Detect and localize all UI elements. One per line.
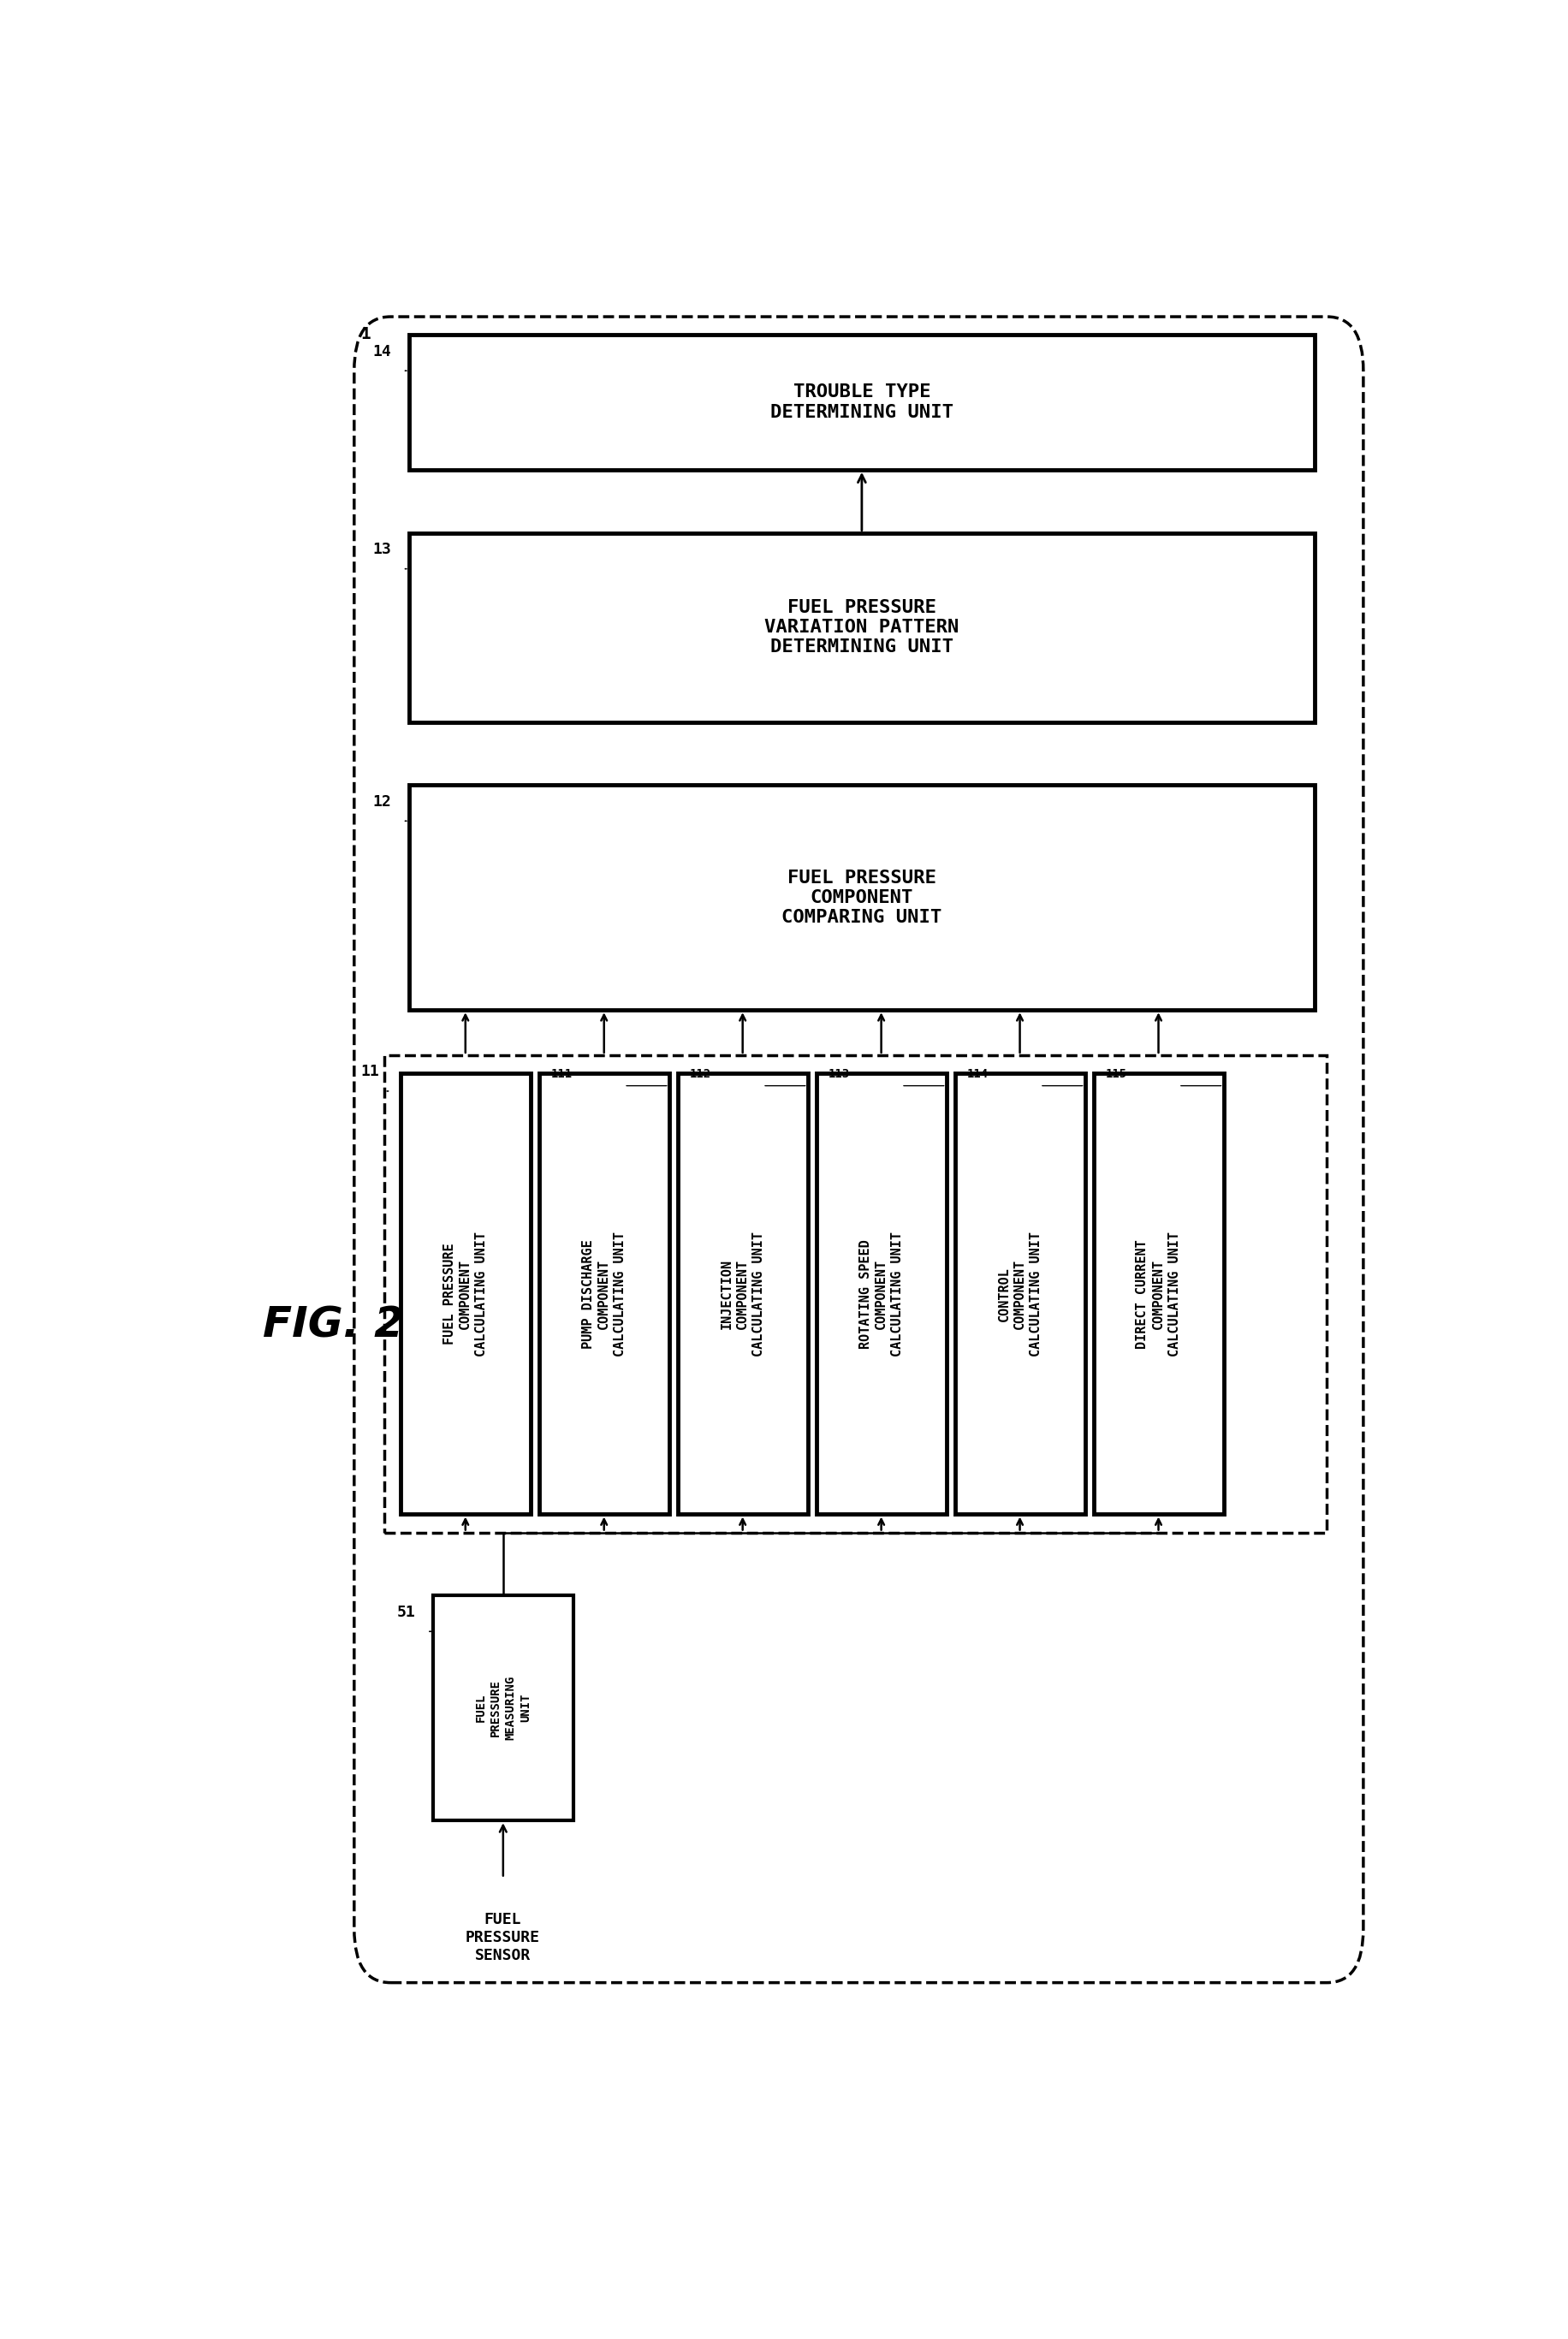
Bar	[1093, 1074, 1223, 1513]
Text: 1: 1	[361, 325, 370, 341]
Bar	[409, 533, 1314, 723]
Text: FUEL
PRESSURE
SENSOR: FUEL PRESSURE SENSOR	[466, 1911, 539, 1962]
Text: 112: 112	[690, 1067, 710, 1081]
Text: 113: 113	[828, 1067, 850, 1081]
Text: PUMP DISCHARGE
COMPONENT
CALCULATING UNIT: PUMP DISCHARGE COMPONENT CALCULATING UNI…	[582, 1230, 626, 1357]
Bar	[384, 1055, 1327, 1532]
Text: INJECTION
COMPONENT
CALCULATING UNIT: INJECTION COMPONENT CALCULATING UNIT	[720, 1230, 765, 1357]
Text: FUEL
PRESSURE
MEASURING
UNIT: FUEL PRESSURE MEASURING UNIT	[475, 1675, 532, 1740]
Bar	[409, 334, 1314, 470]
Text: 13: 13	[372, 543, 390, 557]
Text: TROUBLE TYPE
DETERMINING UNIT: TROUBLE TYPE DETERMINING UNIT	[770, 384, 953, 421]
Text: DIRECT CURRENT
COMPONENT
CALCULATING UNIT: DIRECT CURRENT COMPONENT CALCULATING UNI…	[1135, 1230, 1181, 1357]
Text: FUEL PRESSURE
COMPONENT
CALCULATING UNIT: FUEL PRESSURE COMPONENT CALCULATING UNIT	[442, 1230, 488, 1357]
Bar	[539, 1074, 668, 1513]
Text: 51: 51	[397, 1605, 416, 1621]
Text: ROTATING SPEED
COMPONENT
CALCULATING UNIT: ROTATING SPEED COMPONENT CALCULATING UNI…	[858, 1230, 903, 1357]
Bar	[400, 1074, 530, 1513]
Bar	[815, 1074, 946, 1513]
Text: 14: 14	[372, 344, 390, 360]
Text: CONTROL
COMPONENT
CALCULATING UNIT: CONTROL COMPONENT CALCULATING UNIT	[997, 1230, 1041, 1357]
Text: FUEL PRESSURE
VARIATION PATTERN
DETERMINING UNIT: FUEL PRESSURE VARIATION PATTERN DETERMIN…	[764, 599, 958, 655]
Text: 114: 114	[966, 1067, 988, 1081]
Bar	[433, 1595, 572, 1820]
Text: 111: 111	[550, 1067, 572, 1081]
Bar	[677, 1074, 808, 1513]
Bar	[955, 1074, 1085, 1513]
Text: 12: 12	[372, 793, 390, 809]
Bar	[409, 786, 1314, 1010]
Text: FUEL PRESSURE
COMPONENT
COMPARING UNIT: FUEL PRESSURE COMPONENT COMPARING UNIT	[781, 870, 941, 926]
Text: 11: 11	[361, 1064, 378, 1081]
Text: FIG. 2: FIG. 2	[263, 1305, 405, 1345]
Text: 115: 115	[1105, 1067, 1126, 1081]
